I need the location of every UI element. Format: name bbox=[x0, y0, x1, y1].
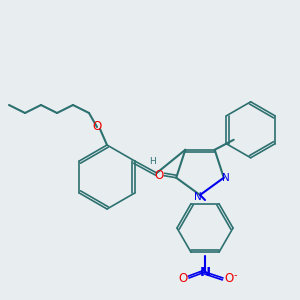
Text: O: O bbox=[224, 272, 234, 286]
Text: +: + bbox=[198, 270, 204, 276]
Text: O: O bbox=[92, 121, 102, 134]
Text: O: O bbox=[178, 272, 188, 286]
Text: N: N bbox=[200, 266, 211, 278]
Text: H: H bbox=[149, 158, 156, 166]
Text: N: N bbox=[194, 192, 202, 202]
Text: O: O bbox=[154, 169, 164, 182]
Text: -: - bbox=[233, 270, 237, 280]
Text: N: N bbox=[222, 173, 230, 183]
